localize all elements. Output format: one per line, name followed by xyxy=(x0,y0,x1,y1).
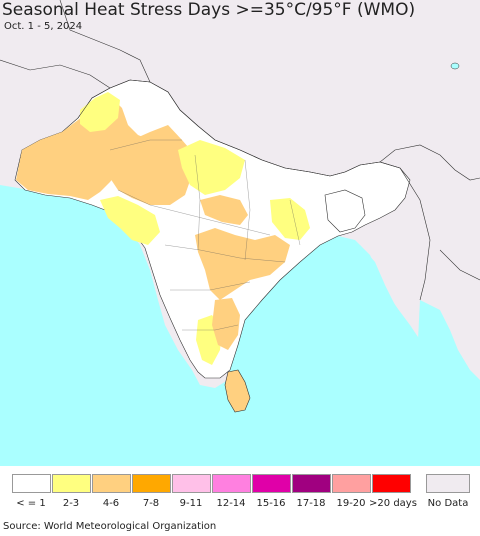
region-4-6-andhra xyxy=(212,298,240,350)
andaman-sea xyxy=(415,300,480,466)
legend-label-9-11: 9-11 xyxy=(179,498,203,509)
sri-lanka xyxy=(224,369,251,413)
legend-label-15-16: 15-16 xyxy=(256,498,286,509)
legend-label-7-8: 7-8 xyxy=(142,498,160,509)
source-credit: Source: World Meteorological Organizatio… xyxy=(3,521,217,532)
legend-swatch-9-11 xyxy=(172,474,211,493)
legend-swatch-le1 xyxy=(12,474,51,493)
legend-swatch-19-20 xyxy=(332,474,371,493)
legend-label-gt20: >20 days xyxy=(369,498,417,509)
country-borders xyxy=(0,0,480,301)
map-title: Seasonal Heat Stress Days >=35°C/95°F (W… xyxy=(2,0,416,20)
bangladesh xyxy=(324,189,366,233)
legend-swatch-nodata xyxy=(426,474,470,493)
legend-swatch-12-14 xyxy=(212,474,251,493)
region-4-6-north xyxy=(200,195,248,225)
legend-swatch-7-8 xyxy=(132,474,171,493)
region-2-3-gujarat xyxy=(100,196,160,245)
legend-swatch-2-3 xyxy=(52,474,91,493)
legend-swatch-17-18 xyxy=(292,474,331,493)
region-4-6-deccan xyxy=(195,228,290,300)
legend-label-le1: < = 1 xyxy=(16,498,46,509)
map-subtitle: Oct. 1 - 5, 2024 xyxy=(4,21,83,32)
region-2-3-northwest xyxy=(80,92,120,132)
lake-marker xyxy=(450,62,460,70)
legend-label-2-3: 2-3 xyxy=(62,498,80,509)
region-2-3-east xyxy=(270,198,310,240)
legend-label-4-6: 4-6 xyxy=(102,498,120,509)
legend-swatch-gt20 xyxy=(372,474,411,493)
legend-label-17-18: 17-18 xyxy=(296,498,326,509)
legend: < = 1 2-3 4-6 7-8 9-11 12-14 15-16 17-18… xyxy=(12,474,470,516)
heat-stress-map xyxy=(0,0,480,466)
region-4-6-rajasthan xyxy=(110,125,195,205)
bay-of-bengal xyxy=(238,236,420,430)
northern-border xyxy=(77,79,401,177)
region-2-3-central xyxy=(178,140,245,195)
legend-swatch-15-16 xyxy=(252,474,291,493)
region-4-6-pakistan xyxy=(16,98,158,200)
legend-swatch-4-6 xyxy=(92,474,131,493)
legend-label-12-14: 12-14 xyxy=(216,498,246,509)
legend-label-nodata: No Data xyxy=(427,498,469,509)
legend-label-19-20: 19-20 xyxy=(336,498,366,509)
